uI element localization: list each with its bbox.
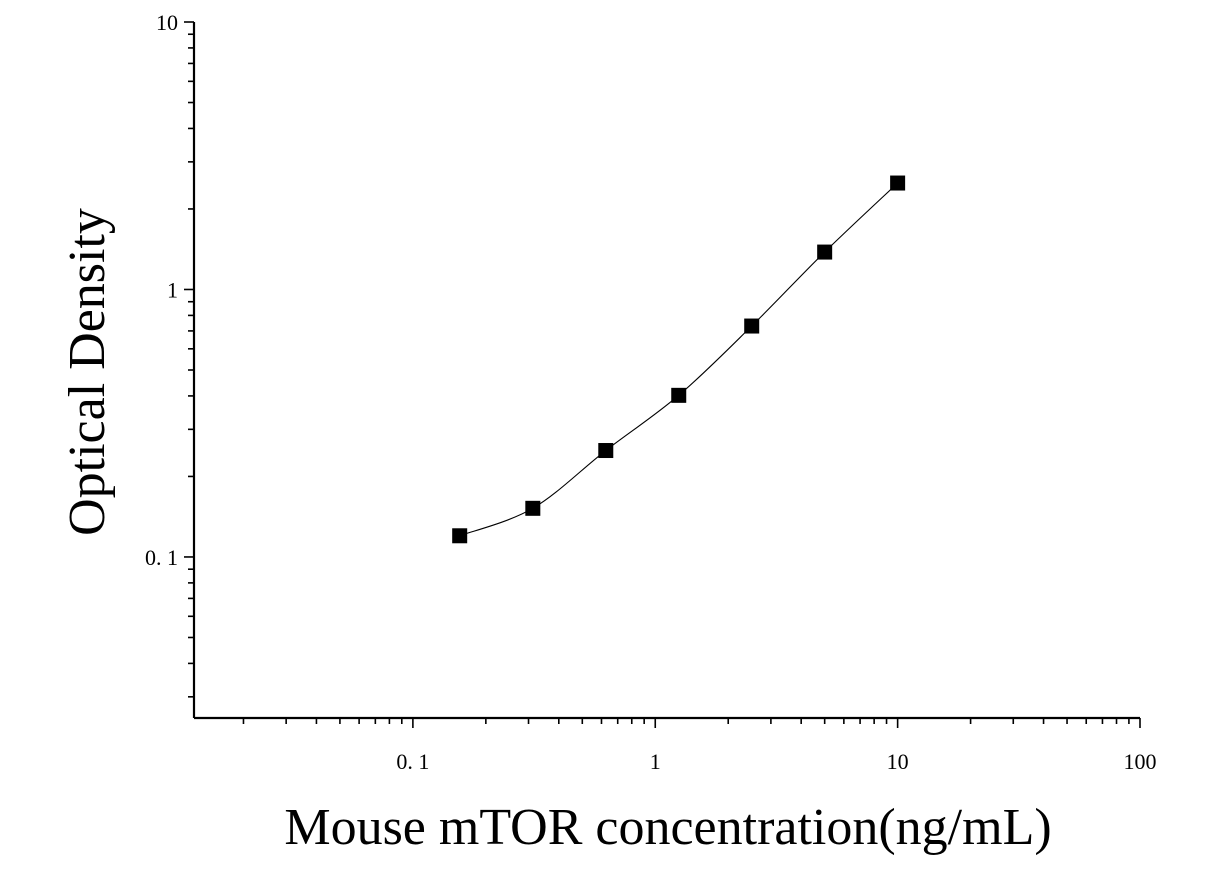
y-tick-label: 0. 1 — [145, 545, 178, 570]
data-points — [452, 175, 906, 544]
data-point — [671, 387, 687, 403]
y-tick-label: 1 — [167, 277, 178, 302]
x-tick-label: 10 — [887, 749, 909, 774]
ticks — [184, 21, 1141, 728]
x-tick-label: 100 — [1124, 749, 1157, 774]
y-axis-title: Optical Density — [59, 208, 116, 536]
tick-labels: 0. 1 1 10 100 0. 1 1 10 — [145, 10, 1157, 774]
x-tick-label: 1 — [650, 749, 661, 774]
data-point — [452, 528, 468, 544]
x-axis-title: Mouse mTOR concentration(ng/mL) — [284, 799, 1051, 856]
data-point — [744, 318, 760, 334]
axes — [192, 22, 1140, 720]
x-tick-label: 0. 1 — [396, 749, 429, 774]
data-point — [890, 175, 906, 191]
data-point — [598, 443, 614, 459]
data-point — [817, 244, 833, 260]
y-tick-label: 10 — [156, 10, 178, 35]
data-point — [525, 500, 541, 516]
fit-curve — [459, 182, 899, 537]
